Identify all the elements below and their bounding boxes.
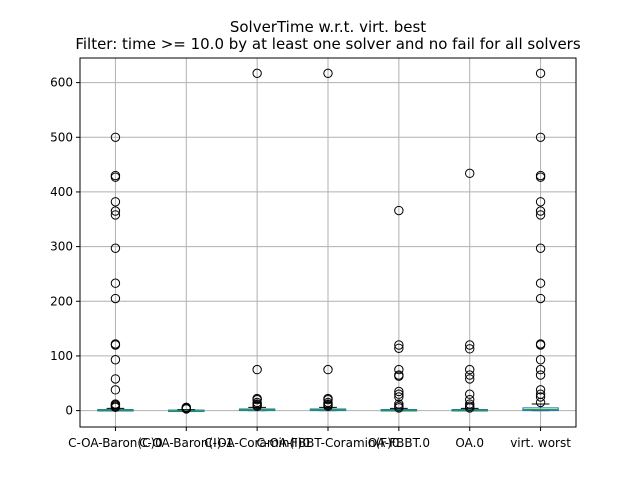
outlier-point xyxy=(465,403,475,413)
y-tick-label: 0 xyxy=(65,404,73,418)
outlier-point xyxy=(394,343,404,353)
outlier-point xyxy=(110,206,121,216)
x-tick-label: C-OA-Coramin(I)0 xyxy=(204,436,310,450)
outlier-point xyxy=(110,402,121,413)
outlier-point xyxy=(394,386,404,397)
outlier-point xyxy=(252,68,262,79)
chart-title: SolverTime w.r.t. virt. best xyxy=(230,18,426,36)
box-plot xyxy=(522,68,559,412)
outlier-point xyxy=(252,401,262,411)
outlier-point xyxy=(323,364,333,375)
outlier-point xyxy=(535,355,546,365)
outlier-point xyxy=(535,397,546,408)
y-tick-label: 500 xyxy=(50,130,73,144)
outlier-point xyxy=(110,374,121,384)
x-tick-label: C-OA-Baron(I)-1 xyxy=(139,436,233,450)
box-plot xyxy=(309,68,347,412)
y-tick-label: 300 xyxy=(50,240,73,254)
y-tick-label: 200 xyxy=(50,294,73,308)
outlier-point xyxy=(323,68,333,79)
outlier-point xyxy=(181,404,191,414)
box-plot xyxy=(451,168,488,413)
outlier-point xyxy=(535,385,546,395)
outlier-point xyxy=(110,355,121,365)
outlier-point xyxy=(535,340,546,350)
outlier-point xyxy=(465,389,475,399)
box-plot xyxy=(238,68,276,412)
outlier-point xyxy=(535,132,546,142)
outlier-point xyxy=(110,340,121,350)
outlier-point xyxy=(465,399,475,409)
outlier-point xyxy=(110,278,121,288)
outlier-point xyxy=(110,132,121,142)
outlier-point xyxy=(535,210,546,220)
outlier-point xyxy=(535,278,546,288)
y-tick-label: 400 xyxy=(50,185,73,199)
y-tick-label: 100 xyxy=(50,349,73,363)
box-plot xyxy=(97,132,134,413)
outlier-point xyxy=(252,394,262,405)
chart-subtitle: Filter: time >= 10.0 by at least one sol… xyxy=(75,35,581,53)
outlier-point xyxy=(535,364,546,375)
outlier-point xyxy=(535,370,546,380)
outlier-point xyxy=(394,371,404,381)
outlier-point xyxy=(110,385,121,395)
outlier-point xyxy=(535,197,546,207)
box-plot xyxy=(168,402,205,414)
outlier-point xyxy=(535,243,546,253)
outlier-point xyxy=(323,401,333,411)
outlier-point xyxy=(323,394,333,405)
outlier-point xyxy=(394,399,404,409)
y-tick-label: 600 xyxy=(50,76,73,90)
x-tick-label: OA.0 xyxy=(455,436,484,450)
outlier-point xyxy=(394,364,404,375)
outlier-point xyxy=(535,206,546,216)
outlier-point xyxy=(110,243,121,253)
plot-frame xyxy=(79,57,577,428)
outlier-point xyxy=(394,403,404,413)
outlier-point xyxy=(465,168,475,179)
outlier-point xyxy=(394,205,404,216)
outlier-point xyxy=(394,340,404,350)
outlier-point xyxy=(394,389,404,399)
outlier-point xyxy=(394,392,404,402)
x-tick-label: C-OA-FBBT-Coramin(F)0 xyxy=(256,436,399,450)
outlier-point xyxy=(465,370,475,380)
outlier-point xyxy=(465,364,475,375)
x-tick-label: OA-FBBT.0 xyxy=(368,436,430,450)
outlier-point xyxy=(465,340,475,350)
outlier-point xyxy=(110,197,121,207)
outlier-point xyxy=(535,172,546,182)
x-tick-label: virt. worst xyxy=(510,436,571,450)
outlier-point xyxy=(252,364,262,375)
outlier-point xyxy=(535,293,546,304)
outlier-point xyxy=(465,344,475,354)
x-tick-label: C-OA-Baron(C)0 xyxy=(68,436,163,450)
outlier-point xyxy=(535,68,546,79)
box-plot xyxy=(380,205,418,413)
outlier-point xyxy=(465,374,475,384)
outlier-point xyxy=(110,210,121,220)
axis-ticks: 0 100 200 300 400 500 600 C-OA-Baron(C)0C-OA-Ba… xyxy=(50,76,571,450)
outlier-point xyxy=(535,392,546,402)
box-plots xyxy=(97,68,559,414)
outlier-point xyxy=(110,172,121,182)
outlier-point xyxy=(110,293,121,304)
